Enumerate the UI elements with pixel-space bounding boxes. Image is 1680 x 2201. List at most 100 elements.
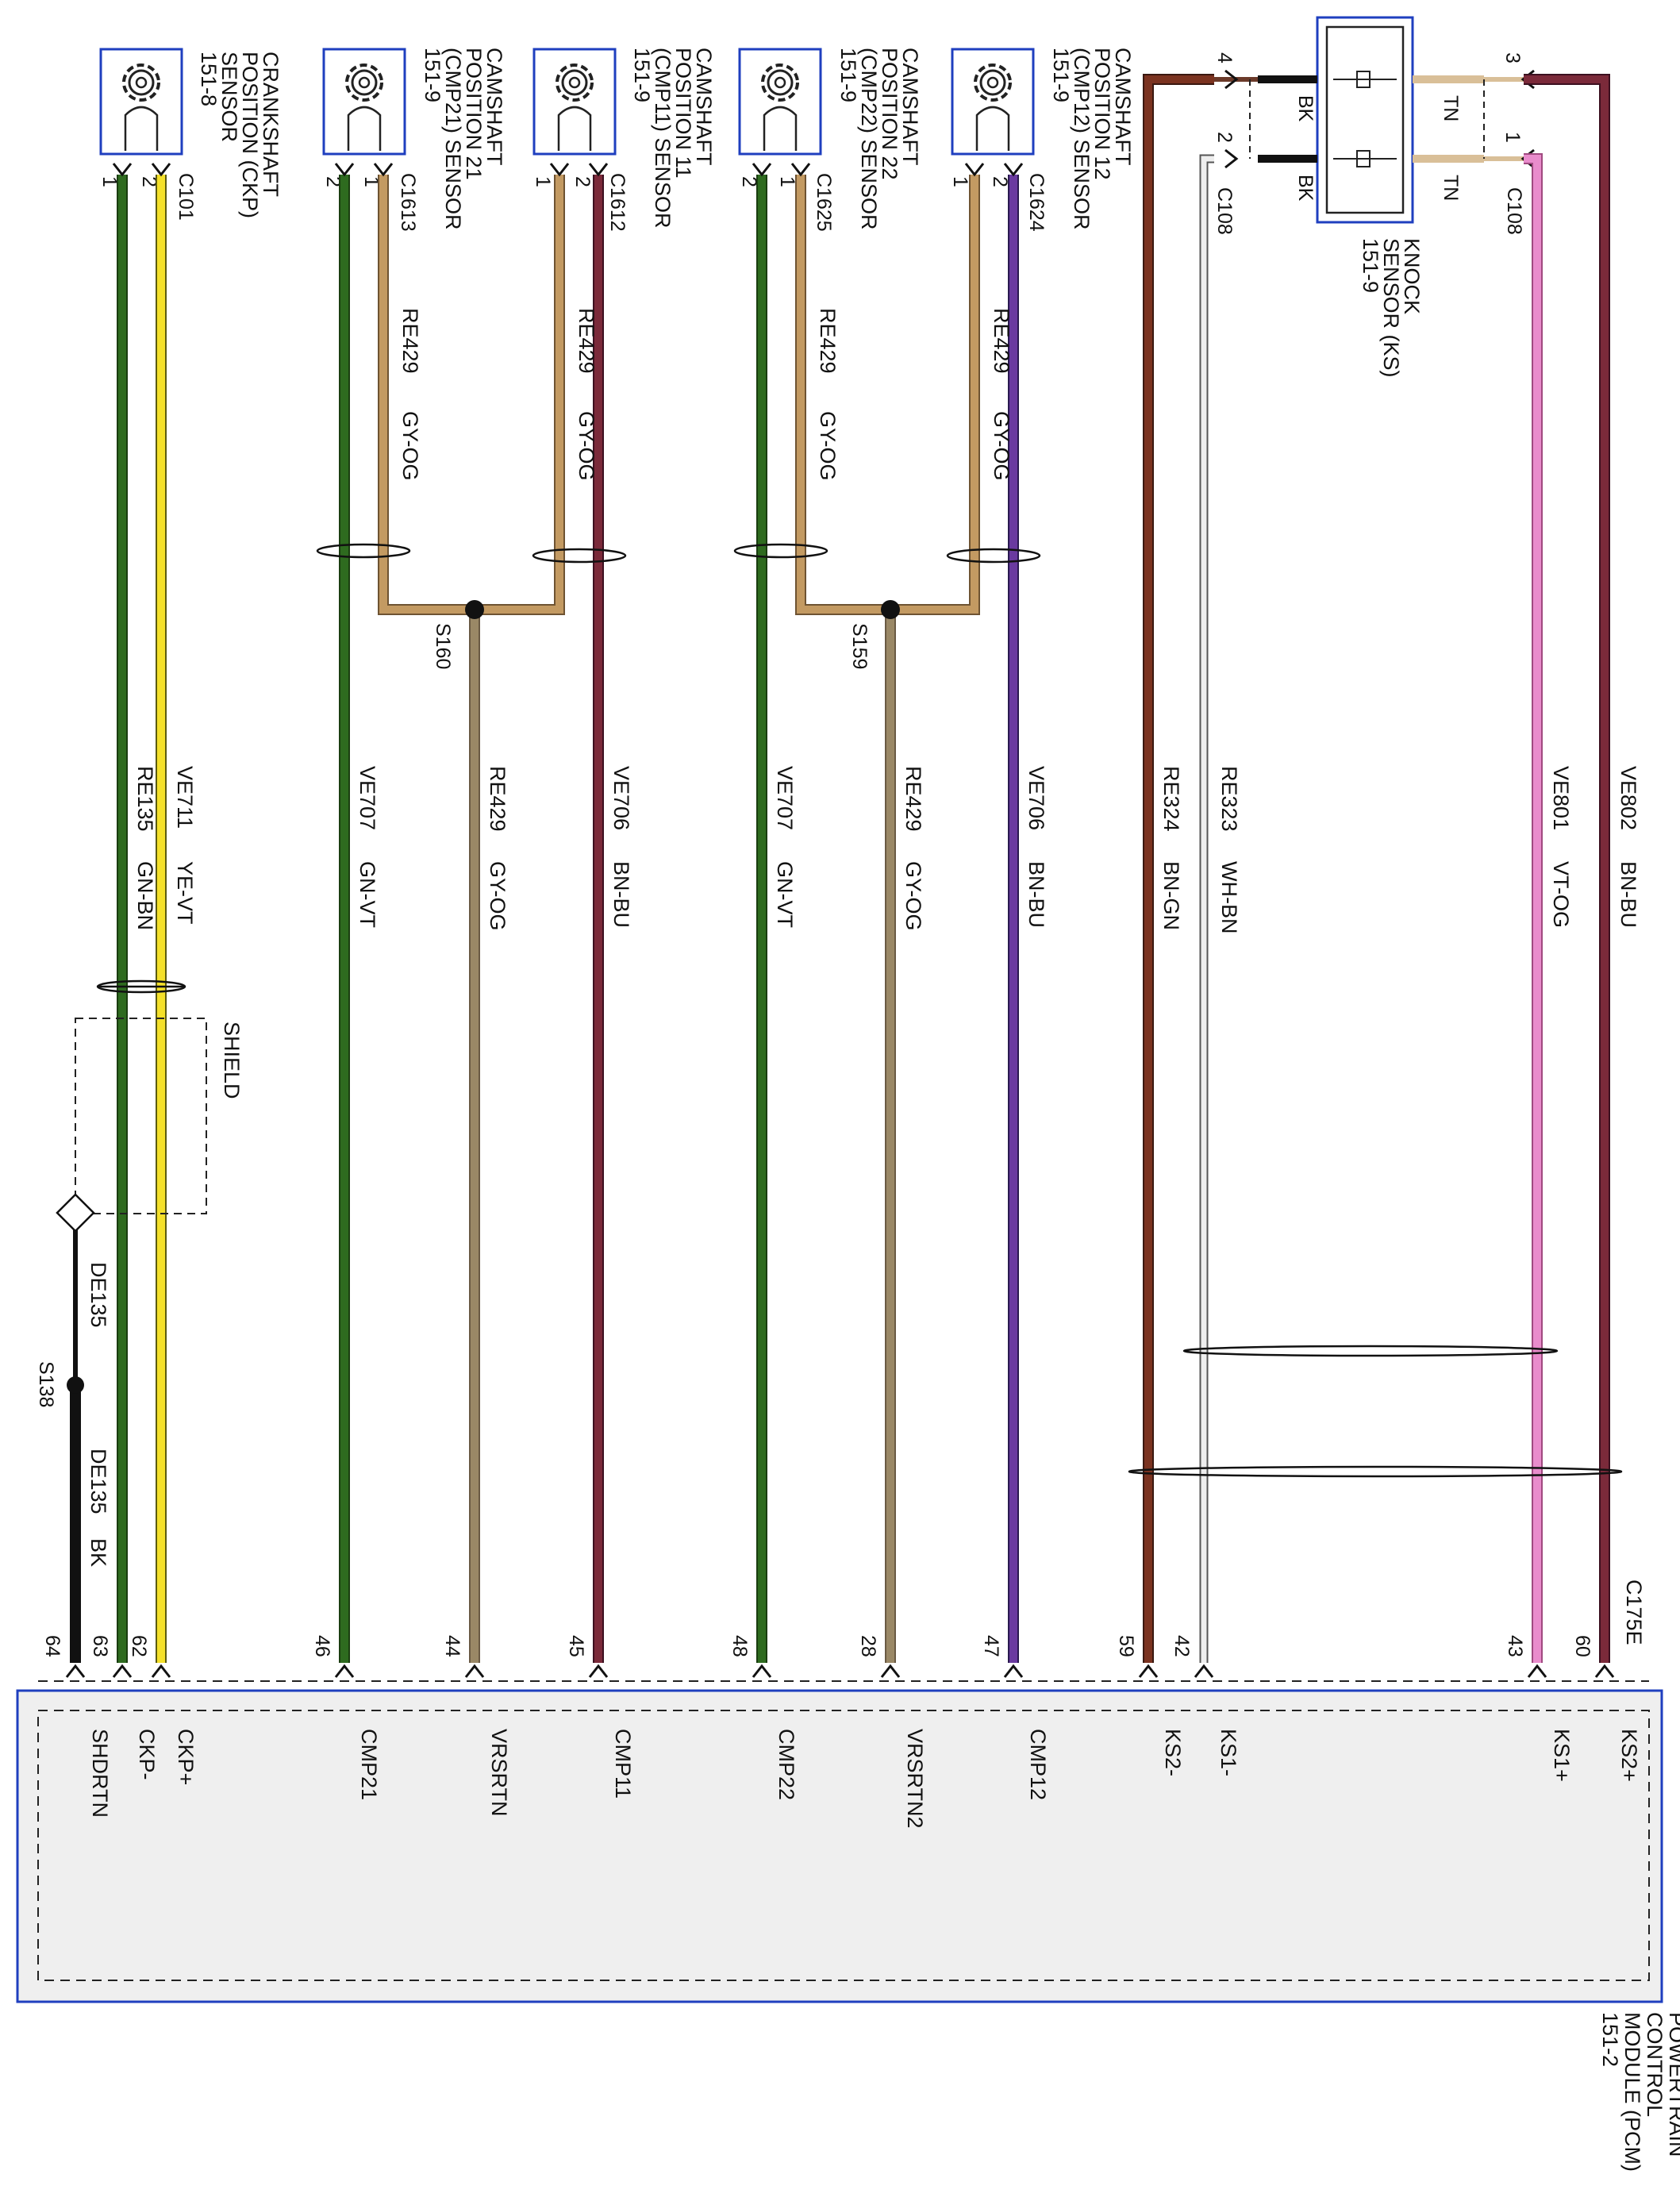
svg-text:(CMP21) SENSOR: (CMP21) SENSOR xyxy=(441,48,465,230)
connector-arrows xyxy=(65,162,1615,1679)
connector-arrow-icon xyxy=(1003,1664,1024,1679)
svg-text:1: 1 xyxy=(360,176,383,187)
svg-text:3: 3 xyxy=(1501,52,1524,63)
connector-arrow-icon xyxy=(65,1664,86,1679)
svg-text:63: 63 xyxy=(89,1635,111,1657)
svg-text:VE706: VE706 xyxy=(609,766,633,830)
svg-text:64: 64 xyxy=(41,1635,63,1657)
svg-text:CMP11: CMP11 xyxy=(611,1729,635,1799)
svg-text:2: 2 xyxy=(138,176,160,187)
svg-text:2: 2 xyxy=(738,176,760,187)
connector-arrow-icon xyxy=(1224,148,1238,169)
svg-text:POSITION 21: POSITION 21 xyxy=(462,48,486,180)
svg-text:CMP21: CMP21 xyxy=(357,1729,381,1800)
svg-text:KNOCK: KNOCK xyxy=(1400,238,1424,314)
svg-text:C1613: C1613 xyxy=(397,173,419,232)
wire-labels: RE135 GN-BN VE711 YE-VT VE707 GN-VT RE42… xyxy=(86,766,1640,1567)
svg-text:VE707: VE707 xyxy=(356,766,379,830)
svg-text:(CMP11) SENSOR: (CMP11) SENSOR xyxy=(651,48,675,229)
svg-text:WH-BN: WH-BN xyxy=(1217,861,1241,933)
svg-text:(CMP12) SENSOR: (CMP12) SENSOR xyxy=(1070,48,1094,230)
svg-text:151-8: 151-8 xyxy=(197,52,221,106)
svg-text:CRANKSHAFT: CRANKSHAFT xyxy=(259,52,283,197)
svg-text:KS1-: KS1- xyxy=(1217,1729,1240,1776)
svg-text:151-9: 151-9 xyxy=(1359,238,1382,293)
connector-arrow-icon xyxy=(151,162,171,176)
connector-arrow-icon xyxy=(464,1664,485,1679)
svg-text:CAMSHAFT: CAMSHAFT xyxy=(692,48,716,166)
svg-text:151-9: 151-9 xyxy=(836,48,860,102)
svg-text:62: 62 xyxy=(128,1635,150,1657)
svg-text:151-9: 151-9 xyxy=(421,48,444,102)
connector-arrow-icon xyxy=(151,1664,171,1679)
ckp-label: CRANKSHAFT POSITION (CKP) SENSOR 151-8 C… xyxy=(175,52,283,221)
svg-text:BN-BU: BN-BU xyxy=(1617,861,1640,928)
svg-text:1: 1 xyxy=(532,176,554,187)
svg-text:2: 2 xyxy=(989,176,1011,187)
svg-text:DE135: DE135 xyxy=(86,1449,110,1514)
connector-arrow-icon xyxy=(1194,1664,1214,1679)
svg-text:POSITION 22: POSITION 22 xyxy=(878,48,902,180)
connector-arrow-icon xyxy=(1594,1664,1615,1679)
pcm-label-line2: CONTROL xyxy=(1643,2012,1667,2117)
svg-text:C108: C108 xyxy=(1213,187,1236,235)
svg-text:4: 4 xyxy=(1213,52,1236,63)
svg-text:GY-OG: GY-OG xyxy=(398,411,422,481)
cmp22-sensor xyxy=(738,48,822,156)
svg-text:(CMP22) SENSOR: (CMP22) SENSOR xyxy=(857,48,881,230)
svg-text:POSITION 12: POSITION 12 xyxy=(1090,48,1114,180)
svg-text:YE-VT: YE-VT xyxy=(173,861,197,925)
svg-text:RE429: RE429 xyxy=(902,766,925,832)
svg-text:BK: BK xyxy=(1294,95,1317,122)
svg-text:TN: TN xyxy=(1440,95,1462,121)
svg-text:CMP12: CMP12 xyxy=(1026,1729,1050,1800)
svg-text:SENSOR: SENSOR xyxy=(217,52,241,142)
svg-text:CAMSHAFT: CAMSHAFT xyxy=(482,48,506,166)
pcm-label-line1: POWERTRAIN xyxy=(1665,2012,1680,2157)
svg-text:RE429: RE429 xyxy=(990,308,1013,374)
cmp22-label: CAMSHAFT POSITION 22 (CMP22) SENSOR 151-… xyxy=(813,48,922,232)
svg-text:VE711: VE711 xyxy=(173,766,197,829)
cmp12-label: CAMSHAFT POSITION 12 (CMP12) SENSOR 151-… xyxy=(1025,48,1135,232)
wires xyxy=(70,74,1610,1663)
svg-text:SHIELD: SHIELD xyxy=(220,1022,244,1099)
svg-text:43: 43 xyxy=(1504,1635,1526,1657)
svg-text:SENSOR (KS): SENSOR (KS) xyxy=(1379,238,1403,378)
pcm-connector-label: C175E xyxy=(1622,1580,1646,1645)
cmp11-sensor xyxy=(532,48,617,156)
svg-text:CAMSHAFT: CAMSHAFT xyxy=(1111,48,1135,166)
svg-text:DE135: DE135 xyxy=(86,1262,110,1328)
short-wire-labels: RE429 GY-OG RE429 GY-OG RE429 GY-OG RE42… xyxy=(398,308,1013,481)
svg-text:KS1+: KS1+ xyxy=(1550,1729,1574,1782)
svg-text:RE429: RE429 xyxy=(398,308,422,374)
svg-text:1: 1 xyxy=(949,176,971,187)
svg-text:2: 2 xyxy=(1213,132,1236,143)
connector-arrow-icon xyxy=(752,162,772,176)
pcm-signal-names: CKP- CKP+ CMP21 VRSRTN CMP11 CMP22 VRSRT… xyxy=(88,1729,1641,1829)
svg-text:SHDRTN: SHDRTN xyxy=(88,1729,112,1818)
svg-text:BK: BK xyxy=(1294,175,1317,202)
svg-text:46: 46 xyxy=(311,1635,333,1657)
svg-text:VE801: VE801 xyxy=(1549,766,1573,830)
connector-arrow-icon xyxy=(112,1664,133,1679)
svg-text:C1612: C1612 xyxy=(606,173,629,232)
svg-text:RE429: RE429 xyxy=(575,308,598,374)
svg-text:2: 2 xyxy=(571,176,594,187)
svg-text:47: 47 xyxy=(980,1635,1002,1657)
svg-text:POSITION 11: POSITION 11 xyxy=(671,48,695,179)
svg-text:TN: TN xyxy=(1440,175,1462,201)
svg-text:CAMSHAFT: CAMSHAFT xyxy=(898,48,922,166)
svg-text:RE429: RE429 xyxy=(816,308,840,374)
svg-text:GN-BN: GN-BN xyxy=(133,861,157,930)
cmp11-label: CAMSHAFT POSITION 11 (CMP11) SENSOR 151-… xyxy=(606,48,716,232)
svg-text:VE802: VE802 xyxy=(1617,766,1640,830)
svg-text:C101: C101 xyxy=(175,173,197,221)
svg-text:POSITION (CKP): POSITION (CKP) xyxy=(238,52,262,218)
pcm-label-line3: MODULE (PCM) xyxy=(1620,2012,1644,2172)
cmp21-sensor xyxy=(322,48,406,156)
svg-text:151-9: 151-9 xyxy=(1049,48,1073,102)
svg-text:VRSRTN: VRSRTN xyxy=(487,1729,511,1817)
ckp-sensor xyxy=(99,48,183,156)
shield: SHIELD xyxy=(56,1018,244,1233)
